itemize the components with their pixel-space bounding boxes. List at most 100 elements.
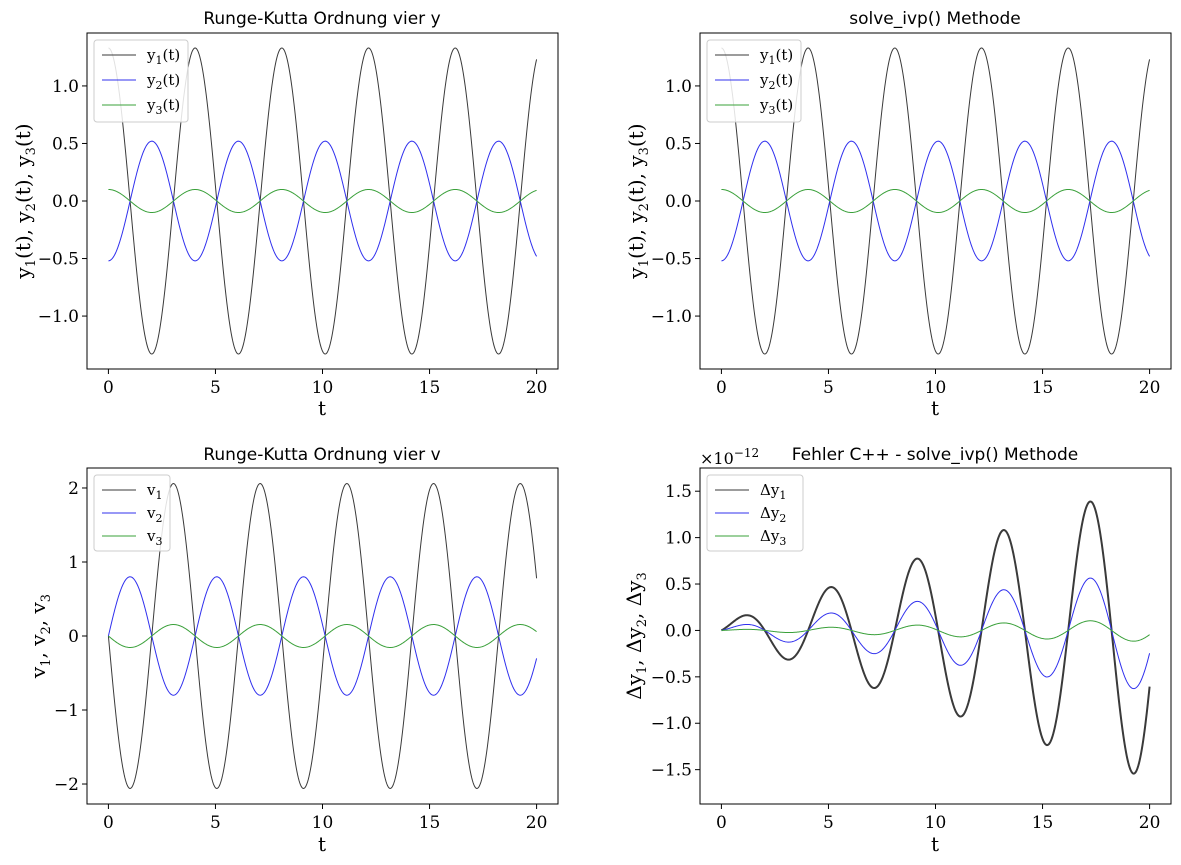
series-line-1 xyxy=(721,47,1151,355)
legend-box xyxy=(93,39,189,123)
y-tick-label: −1.5 xyxy=(651,761,692,781)
x-tick-label: 15 xyxy=(419,813,441,833)
series-line-1 xyxy=(108,47,538,355)
series-line-1 xyxy=(720,500,1151,775)
legend: Δy1 Δy2 Δy3 xyxy=(706,474,804,552)
panel-title: Runge-Kutta Ordnung vier y xyxy=(203,9,440,29)
series-line-3 xyxy=(721,188,1150,214)
panel-title: solve_ivp() Methode xyxy=(849,9,1020,29)
x-tick-label: 10 xyxy=(925,813,947,833)
y-tick-label: −0.5 xyxy=(651,668,692,688)
series-line-1 xyxy=(107,483,538,789)
panel-runge-kutta-y: Runge-Kutta Ordnung vier y −1.0 −0.5 0.0 0.… xyxy=(11,9,559,420)
y-tick-label: 0.0 xyxy=(665,621,692,641)
x-ticks: 0 5 10 15 20 xyxy=(103,804,547,833)
y-axis-label: y1(t), y2(t), y3(t) xyxy=(11,123,39,279)
y-tick-label: 1.0 xyxy=(52,77,79,97)
legend: y1(t) y2(t) y3(t) xyxy=(706,39,802,123)
x-tick-label: 20 xyxy=(1139,813,1161,833)
y-tick-label: −2 xyxy=(54,775,79,795)
panel-runge-kutta-v: Runge-Kutta Ordnung vier v −2 −1 0 1 2 0 5 10 1… xyxy=(26,445,559,856)
panel-title: Fehler C++ - solve_ivp() Methode xyxy=(792,445,1078,465)
legend-label-v1: v1 xyxy=(146,481,162,502)
y-tick-label: 1.0 xyxy=(665,529,692,549)
x-tick-label: 10 xyxy=(312,813,334,833)
y-tick-label: −1.0 xyxy=(651,714,692,734)
x-tick-label: 20 xyxy=(526,378,548,398)
legend-label-dy3: Δy3 xyxy=(760,527,786,548)
legend-label-y3: y3(t) xyxy=(759,96,793,117)
y-tick-label: −1.0 xyxy=(38,307,79,327)
x-tick-label: 5 xyxy=(823,378,834,398)
legend-label-v3: v3 xyxy=(146,527,162,548)
y-tick-label: −0.5 xyxy=(651,250,692,270)
x-tick-label: 0 xyxy=(103,813,114,833)
legend-label-y2: y2(t) xyxy=(759,71,793,92)
y-ticks: −2 −1 0 1 2 xyxy=(54,479,87,795)
x-tick-label: 5 xyxy=(210,378,221,398)
y-axis-label: y1(t), y2(t), y3(t) xyxy=(624,123,652,279)
series-line-3 xyxy=(108,624,537,648)
x-ticks: 0 5 10 15 20 xyxy=(103,369,547,398)
legend-box xyxy=(706,39,802,123)
y-tick-label: 0.0 xyxy=(52,192,79,212)
x-tick-label: 15 xyxy=(1032,378,1054,398)
y-tick-label: 0.0 xyxy=(665,192,692,212)
x-tick-label: 0 xyxy=(716,813,727,833)
legend-label-y2: y2(t) xyxy=(146,71,180,92)
x-tick-label: 20 xyxy=(1139,378,1161,398)
y-tick-label: 1.5 xyxy=(665,482,692,502)
y-tick-label: −1.0 xyxy=(651,307,692,327)
x-ticks: 0 5 10 15 20 xyxy=(716,804,1160,833)
x-tick-label: 10 xyxy=(925,378,947,398)
x-tick-label: 0 xyxy=(103,378,114,398)
x-axis-label: t xyxy=(931,832,939,856)
legend-label-y3: y3(t) xyxy=(146,96,180,117)
legend-label-y1: y1(t) xyxy=(146,46,180,67)
legend: v1 v2 v3 xyxy=(93,474,171,552)
y-tick-label: −0.5 xyxy=(38,250,79,270)
x-axis-label: t xyxy=(931,396,939,420)
x-tick-label: 5 xyxy=(210,813,221,833)
y-tick-label: −1 xyxy=(54,701,79,721)
panel-fehler: Fehler C++ - solve_ivp() Methode ×10−12 … xyxy=(622,445,1172,856)
legend-label-dy1: Δy1 xyxy=(760,481,786,502)
series-lines xyxy=(721,47,1151,355)
series-lines xyxy=(108,47,538,355)
series-line-2 xyxy=(721,577,1151,690)
y-ticks: −1.5 −1.0 −0.5 0.0 0.5 1.0 1.5 xyxy=(651,482,700,781)
legend-label-v2: v2 xyxy=(146,504,162,525)
y-ticks: −1.0 −0.5 0.0 0.5 1.0 xyxy=(651,77,700,327)
y-ticks: −1.0 −0.5 0.0 0.5 1.0 xyxy=(38,77,87,327)
legend-box xyxy=(706,474,804,552)
y-tick-label: 1.0 xyxy=(665,77,692,97)
series-lines xyxy=(720,500,1151,775)
x-tick-label: 15 xyxy=(419,378,441,398)
legend-label-dy2: Δy2 xyxy=(760,504,786,525)
series-line-2 xyxy=(721,140,1151,262)
x-tick-label: 15 xyxy=(1032,813,1054,833)
y-tick-label: 1 xyxy=(68,553,79,573)
series-line-3 xyxy=(721,620,1150,642)
panel-solve-ivp: solve_ivp() Methode −1.0 −0.5 0.0 0.5 1.0 0 5… xyxy=(624,9,1172,420)
y-tick-label: 0.5 xyxy=(665,575,692,595)
x-tick-label: 0 xyxy=(716,378,727,398)
y-axis-label: Δy1, Δy2, Δy3 xyxy=(622,572,650,700)
y-axis-scale-label: ×10−12 xyxy=(700,446,759,468)
x-tick-label: 5 xyxy=(823,813,834,833)
legend: y1(t) y2(t) y3(t) xyxy=(93,39,189,123)
series-line-2 xyxy=(108,140,538,262)
y-tick-label: 0.5 xyxy=(52,134,79,154)
x-tick-label: 10 xyxy=(312,378,334,398)
series-line-3 xyxy=(108,188,537,214)
series-lines xyxy=(107,483,538,789)
panel-title: Runge-Kutta Ordnung vier v xyxy=(203,445,440,465)
y-tick-label: 0.5 xyxy=(665,134,692,154)
series-line-2 xyxy=(107,576,538,696)
x-tick-label: 20 xyxy=(526,813,548,833)
x-ticks: 0 5 10 15 20 xyxy=(716,369,1160,398)
y-tick-label: 2 xyxy=(68,479,79,499)
x-axis-label: t xyxy=(318,396,326,420)
y-tick-label: 0 xyxy=(68,627,79,647)
